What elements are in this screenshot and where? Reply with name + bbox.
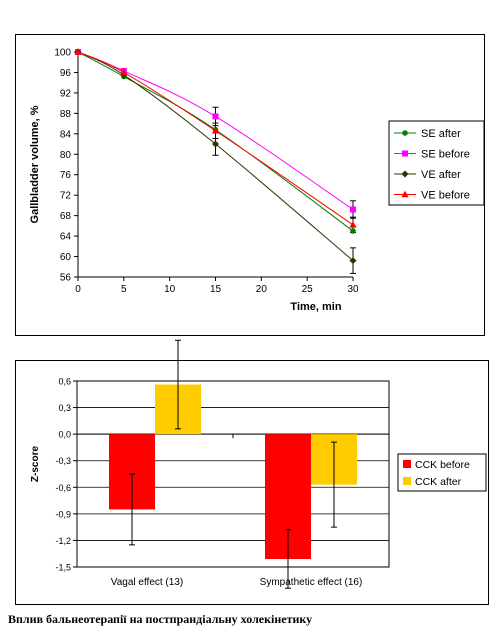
y-tick-label: -0,6 [55, 483, 71, 493]
y-tick-label: -0,3 [55, 456, 71, 466]
plot-area-border [76, 380, 390, 568]
y-tick-label: 76 [60, 170, 72, 181]
legend-label: VE after [421, 169, 461, 181]
x-axis-label: Time, min [290, 301, 341, 313]
series-line [77, 51, 354, 226]
figure-caption: Вплив бальнеотерапії на постпрандіальну … [8, 612, 313, 626]
legend-box [397, 453, 487, 492]
line-chart-panel: 56 60 64 68 72 76 80 84 88 92 96 100 0 5 10 15 20 25 30 Tim… [15, 34, 485, 336]
y-tick-label: 0,6 [58, 377, 71, 387]
bar-chart-panel: 0,6 0,3 0,0 -0,3 -0,6 -0,9 -1,2 -1,5 Z-score Vaga… [15, 339, 489, 605]
y-tick-label: 68 [60, 211, 72, 222]
y-tick-label: 88 [60, 109, 72, 120]
x-tick-label: 0 [75, 284, 81, 295]
y-tick-label: 96 [60, 68, 72, 79]
data-point [212, 113, 219, 120]
x-tick-label: 25 [302, 284, 314, 295]
y-tick-label: 0,3 [58, 403, 71, 413]
data-point [211, 126, 220, 134]
legend-marker [402, 150, 408, 157]
y-tick-label: 92 [60, 88, 72, 99]
legend-label: VE before [421, 190, 470, 202]
category-label: Vagal effect (13) [111, 577, 183, 588]
data-point [350, 228, 356, 234]
y-tick-label: 100 [54, 48, 71, 59]
y-tick-label: 56 [60, 273, 72, 284]
legend-marker [402, 130, 408, 136]
x-tick-label: 10 [164, 284, 176, 295]
legend-label: CCK before [415, 459, 470, 471]
bar-chart: 0,6 0,3 0,0 -0,3 -0,6 -0,9 -1,2 -1,5 Z-score Vaga… [30, 339, 487, 589]
x-tick-label: 30 [347, 284, 359, 295]
data-point [350, 206, 356, 213]
y-axis-label: Gallbladder volume, % [29, 105, 41, 223]
y-tick-label: 64 [60, 232, 72, 243]
data-point [349, 257, 357, 265]
legend-marker [401, 190, 409, 198]
legend-label: CCK after [415, 476, 462, 488]
legend: CCK before CCK after [397, 453, 487, 492]
legend-swatch [403, 460, 411, 468]
legend-marker [401, 170, 409, 178]
x-tick-label: 5 [121, 284, 127, 295]
category-label: Sympathetic effect (16) [260, 577, 363, 588]
data-point [349, 221, 357, 228]
legend-label: SE after [421, 128, 461, 140]
data-point [120, 68, 128, 76]
y-tick-label: -0,9 [55, 509, 71, 519]
legend: SE after SE before VE after VE before [388, 120, 485, 206]
series-line [77, 51, 354, 262]
y-tick-label: -1,5 [55, 563, 71, 573]
data-point [212, 140, 219, 148]
x-tick-label: 20 [256, 284, 268, 295]
line-chart: 56 60 64 68 72 76 80 84 88 92 96 100 0 5 10 15 20 25 30 Tim… [29, 48, 485, 313]
legend-swatch [403, 477, 411, 485]
y-axis-label: Z-score [30, 446, 41, 483]
y-tick-label: 0,0 [58, 430, 71, 440]
legend-label: SE before [421, 149, 470, 161]
x-tick-label: 15 [210, 284, 222, 295]
y-tick-label: 60 [60, 252, 72, 263]
data-point [74, 48, 82, 55]
y-tick-label: -1,2 [55, 536, 71, 546]
y-tick-label: 80 [60, 150, 72, 161]
y-tick-label: 72 [60, 191, 72, 202]
y-tick-label: 84 [60, 129, 72, 140]
